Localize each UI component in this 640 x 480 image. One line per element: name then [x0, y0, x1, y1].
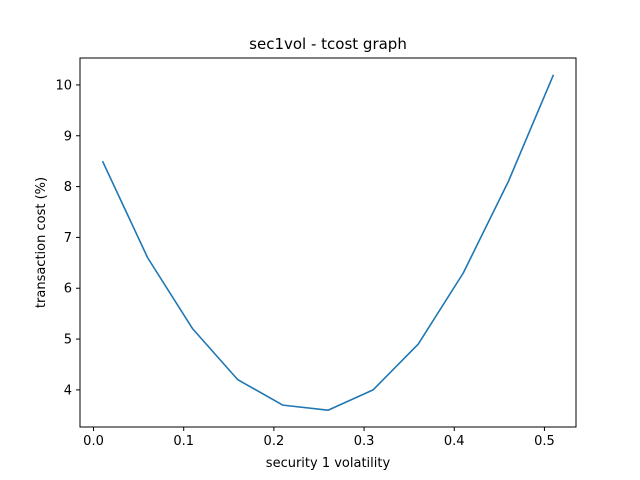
y-tick-label: 9 — [64, 129, 72, 144]
x-axis: 0.0 0.1 0.2 0.3 0.4 0.5 — [83, 427, 555, 449]
y-tick-label: 4 — [64, 383, 72, 398]
y-tick-label: 6 — [64, 282, 72, 297]
x-tick-label: 0.3 — [354, 434, 375, 449]
series-line — [101, 74, 555, 412]
x-axis-label: security 1 volatility — [266, 456, 391, 471]
x-tick-label: 0.2 — [264, 434, 285, 449]
y-tick-label: 5 — [64, 333, 72, 348]
plot-area — [101, 74, 555, 412]
axes-frame — [79, 57, 577, 428]
y-axis: 4 5 6 7 8 9 10 — [55, 78, 80, 398]
x-tick-label: 0.1 — [173, 434, 194, 449]
x-tick-label: 0.5 — [534, 434, 555, 449]
x-tick-label: 0.4 — [444, 434, 465, 449]
y-axis-label: transaction cost (%) — [34, 177, 49, 308]
y-tick-label: 10 — [55, 78, 72, 93]
x-tick-label: 0.0 — [83, 434, 104, 449]
chart-title: sec1vol - tcost graph — [249, 35, 407, 53]
y-tick-label: 8 — [64, 180, 72, 195]
y-tick-label: 7 — [64, 231, 72, 246]
